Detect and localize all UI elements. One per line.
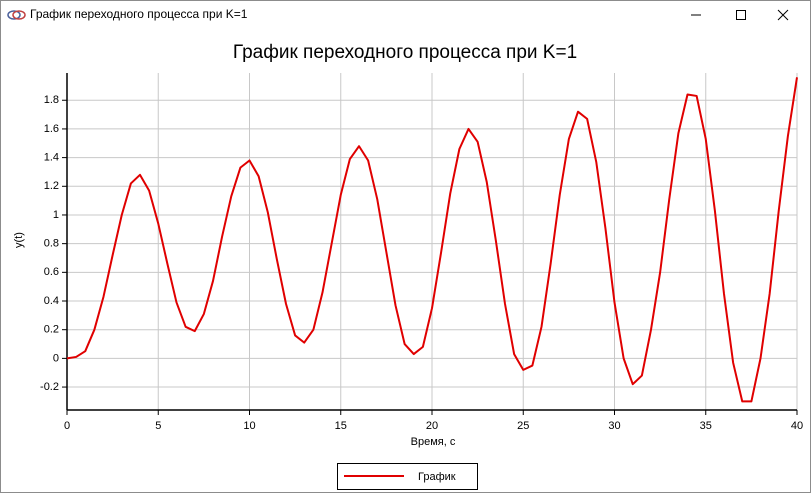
x-tick-label: 0 <box>64 420 70 432</box>
x-axis-label: Время, с <box>411 436 456 448</box>
close-button[interactable] <box>777 9 789 21</box>
y-tick-label: 0.4 <box>44 295 59 307</box>
y-tick-label: 0.2 <box>44 324 59 336</box>
y-tick-label: 1.8 <box>44 94 59 106</box>
x-tick-label: 10 <box>243 420 255 432</box>
legend: График <box>337 463 478 490</box>
window-title: График переходного процесса при K=1 <box>30 7 248 21</box>
y-axis-label: y(t) <box>13 232 25 248</box>
legend-label: График <box>418 471 456 483</box>
app-icon <box>7 10 26 20</box>
x-tick-label: 35 <box>700 420 712 432</box>
chart-title: График переходного процесса при K=1 <box>233 42 577 63</box>
y-tick-label: 0.6 <box>44 266 59 278</box>
x-tick-label: 30 <box>608 420 620 432</box>
x-tick-label: 20 <box>426 420 438 432</box>
x-tick-label: 5 <box>155 420 161 432</box>
maximize-button[interactable] <box>736 10 746 20</box>
legend-box <box>337 463 478 490</box>
y-tick-label: -0.2 <box>40 381 59 393</box>
x-tick-label: 40 <box>791 420 803 432</box>
x-tick-label: 25 <box>517 420 529 432</box>
x-tick-label: 15 <box>335 420 347 432</box>
y-tick-label: 0.8 <box>44 238 59 250</box>
y-tick-label: 1.4 <box>44 152 59 164</box>
data-line <box>66 77 798 403</box>
y-tick-label: 1.6 <box>44 123 59 135</box>
y-tick-label: 0 <box>53 352 59 364</box>
title-bar: График переходного процесса при K=1 <box>7 7 789 21</box>
plot-area: 0 5 10 15 20 25 30 35 40 -0.2 0 0.2 0.4 0.6 0.8 1 1.2 1.4… <box>40 73 803 432</box>
y-tick-label: 1.2 <box>44 180 59 192</box>
y-tick-label: 1 <box>53 209 59 221</box>
